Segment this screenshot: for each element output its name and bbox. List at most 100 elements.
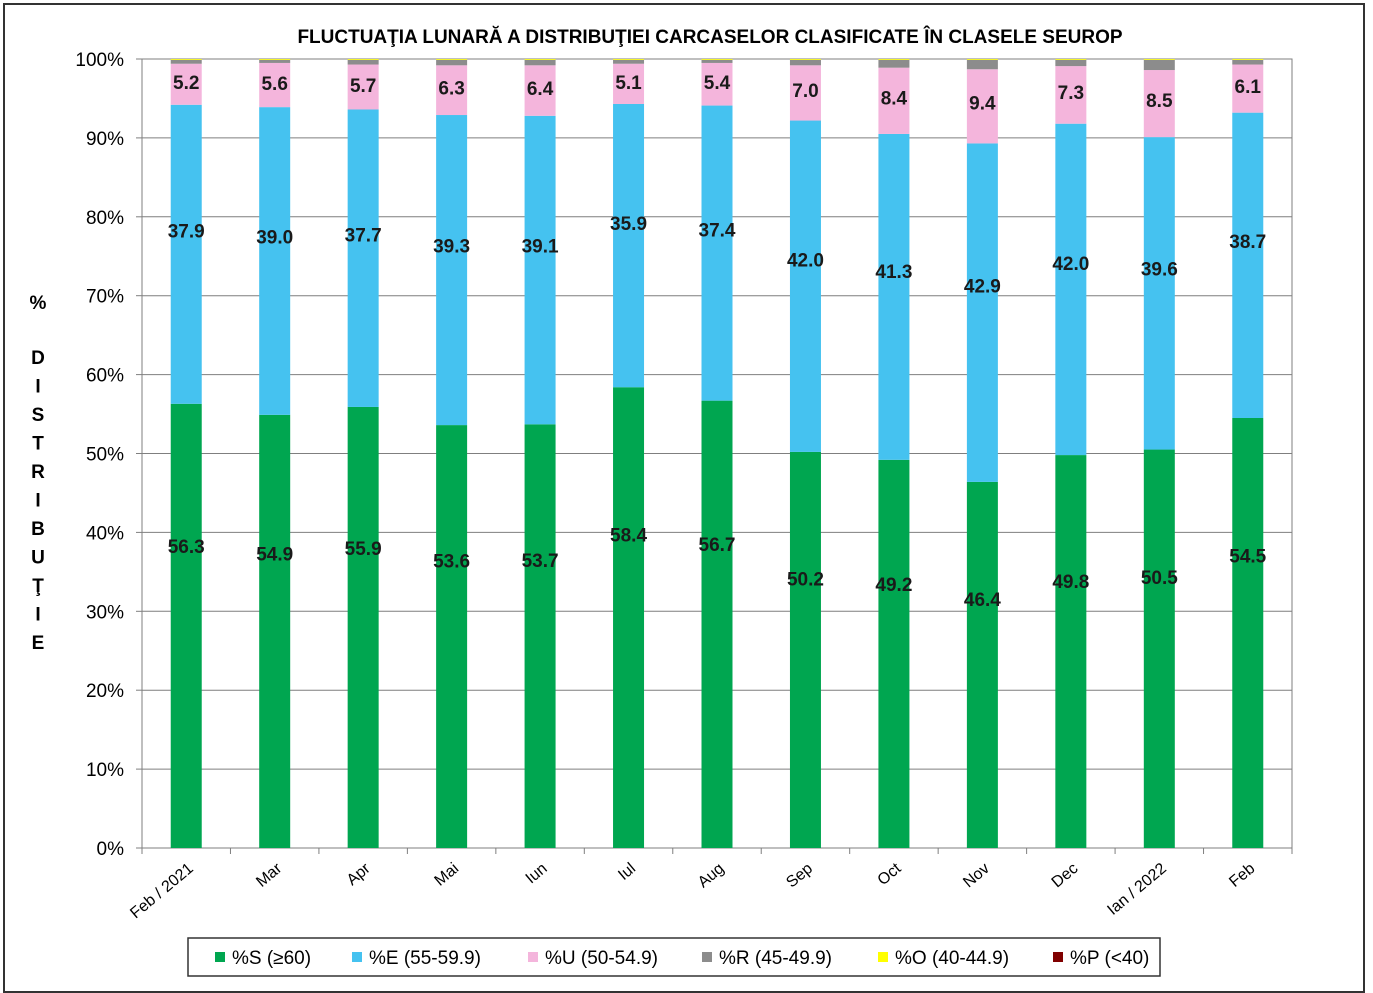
legend-label: %R (45-49.9) [719, 948, 832, 969]
y-axis-label-letter: D [31, 348, 45, 369]
bar-segment [789, 120, 821, 452]
bar-segment [613, 387, 645, 848]
data-label: 54.9 [256, 544, 293, 565]
bar-segment [878, 59, 910, 60]
x-tick-label: Feb / 2021 [127, 860, 197, 922]
data-label: 8.5 [1146, 91, 1173, 112]
bar-segment [524, 59, 556, 60]
data-label: 37.7 [345, 225, 382, 246]
bar-segment [701, 59, 733, 63]
data-label: 50.2 [787, 570, 824, 591]
bar-segment [701, 62, 733, 106]
x-tick-label: Dec [1049, 860, 1082, 891]
bar-segment [347, 406, 379, 848]
bar-segment [613, 103, 645, 388]
bar-segment [1143, 137, 1175, 450]
bar-segment [878, 67, 910, 134]
bar-segment [1055, 59, 1087, 67]
legend-swatch [702, 952, 712, 962]
bar-segment [1232, 59, 1264, 65]
x-tick-label: Iul [615, 860, 639, 884]
legend-label: %E (55-59.9) [369, 948, 481, 969]
bar-segment [1055, 455, 1087, 848]
bar-segment [789, 59, 821, 66]
bar-segment [1143, 449, 1175, 848]
legend-swatch [878, 952, 888, 962]
bar-segment [966, 59, 998, 60]
x-tick-label: Sep [783, 860, 816, 891]
legend-swatch [1053, 952, 1063, 962]
data-label: 49.2 [875, 575, 912, 596]
bar-segment [701, 400, 733, 848]
y-axis-label-letter: U [31, 548, 45, 569]
bar-segment [259, 62, 291, 108]
y-tick-label: 30% [86, 602, 124, 623]
y-axis-label-letter: R [31, 462, 45, 483]
data-label: 5.1 [615, 73, 642, 94]
bar-segment [966, 143, 998, 482]
bar-segment [436, 425, 468, 848]
bar-segment [259, 59, 291, 60]
bar-segment [1143, 70, 1175, 138]
data-label: 56.7 [699, 535, 736, 556]
data-label: 46.4 [964, 590, 1001, 611]
data-label: 6.3 [438, 79, 464, 100]
y-axis-label-letter: T [32, 434, 44, 455]
y-tick-label: 0% [97, 839, 125, 860]
data-label: 50.5 [1141, 568, 1178, 589]
data-label: 41.3 [875, 262, 912, 283]
y-tick-label: 40% [86, 523, 124, 544]
bar-segment [1055, 59, 1087, 60]
bar-segment [1055, 123, 1087, 456]
chart-title: FLUCTUAŢIA LUNARĂ A DISTRIBUŢIEI CARCASE… [297, 26, 1122, 48]
bar-segment [878, 459, 910, 848]
data-label: 42.9 [964, 277, 1001, 298]
x-tick-label: Oct [874, 860, 904, 889]
bar-segment [966, 59, 998, 70]
data-label: 53.6 [433, 551, 470, 572]
bar-segment [789, 451, 821, 848]
bar-segment [170, 59, 202, 64]
legend-label: %U (50-54.9) [545, 948, 658, 969]
legend-swatch [352, 952, 362, 962]
bar-segment [347, 59, 379, 65]
bar-segment [436, 115, 468, 426]
data-label: 38.7 [1229, 232, 1266, 253]
data-label: 6.1 [1235, 77, 1262, 98]
bar-segment [524, 424, 556, 848]
bar-segment [701, 105, 733, 401]
y-tick-label: 60% [86, 366, 124, 387]
data-label: 37.9 [168, 221, 205, 242]
bar-segment [613, 59, 645, 64]
legend-label: %S (≥60) [232, 948, 311, 969]
bar-segment [613, 63, 645, 104]
data-label: 9.4 [969, 94, 996, 115]
y-axis-label-letter: S [32, 405, 45, 426]
data-label: 8.4 [881, 89, 908, 110]
data-label: 54.5 [1229, 547, 1266, 568]
y-tick-label: 20% [86, 681, 124, 702]
bar-segment [789, 65, 821, 121]
y-axis-label-letter: Ţ [32, 576, 44, 597]
x-tick-label: Ian / 2022 [1104, 860, 1170, 919]
y-tick-label: 50% [86, 445, 124, 466]
y-axis-label-letter: I [35, 491, 40, 512]
bar-segment [170, 403, 202, 848]
y-axis-label-letter: I [35, 377, 40, 398]
y-tick-label: 90% [86, 129, 124, 150]
bar-segment [170, 63, 202, 105]
bar-segment [347, 109, 379, 407]
y-tick-label: 100% [75, 50, 124, 71]
data-label: 7.0 [792, 81, 818, 102]
data-label: 7.3 [1058, 83, 1084, 104]
x-tick-label: Feb [1226, 860, 1258, 891]
data-label: 58.4 [610, 526, 647, 547]
x-tick-label: Iun [523, 860, 551, 887]
bar-segment [170, 59, 202, 60]
data-label: 5.7 [350, 76, 376, 97]
bar-segment [170, 104, 202, 404]
data-label: 5.6 [261, 74, 287, 95]
bar-segment [1143, 59, 1175, 60]
data-label: 39.1 [522, 236, 559, 257]
